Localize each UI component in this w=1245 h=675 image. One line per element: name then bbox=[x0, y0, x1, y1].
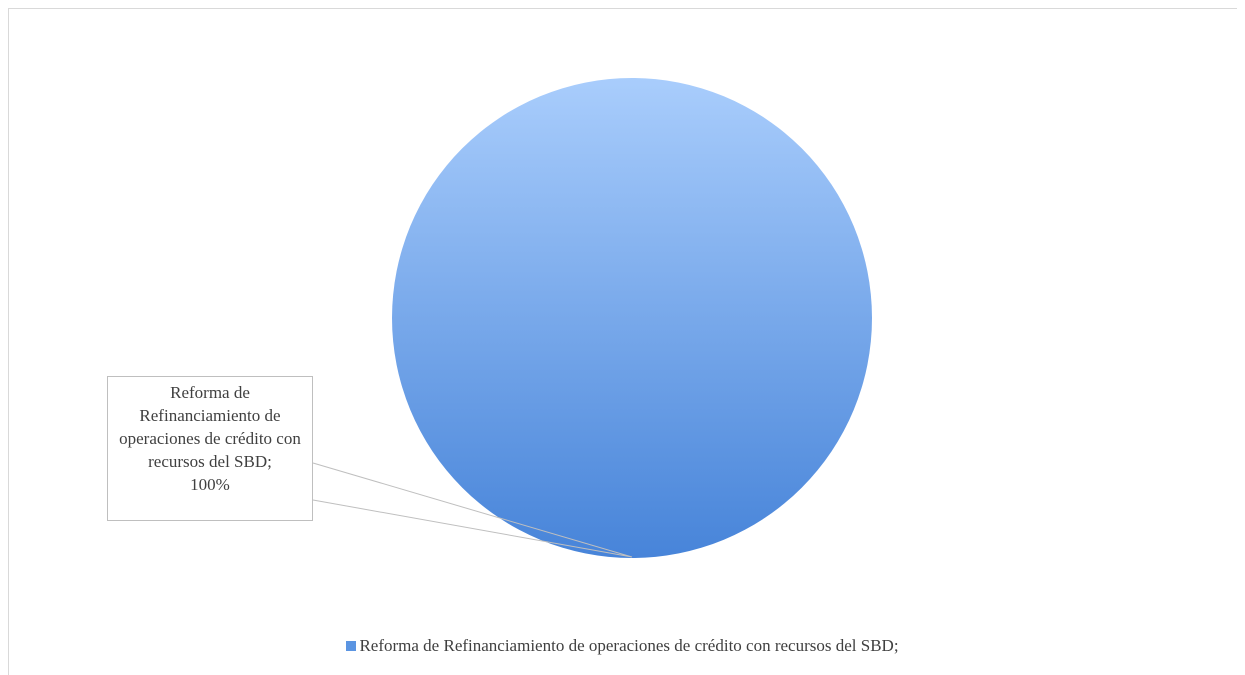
data-label-value: 100% bbox=[190, 475, 230, 494]
legend: Reforma de Refinanciamiento de operacion… bbox=[0, 636, 1245, 656]
legend-label: Reforma de Refinanciamiento de operacion… bbox=[359, 636, 899, 655]
leader-line bbox=[312, 462, 633, 558]
pie-slice bbox=[392, 78, 872, 558]
data-label-category: Reforma de Refinanciamiento de operacion… bbox=[119, 383, 301, 471]
legend-swatch bbox=[346, 641, 357, 651]
data-label: Reforma de Refinanciamiento de operacion… bbox=[107, 376, 313, 521]
chart-border bbox=[8, 8, 1237, 675]
